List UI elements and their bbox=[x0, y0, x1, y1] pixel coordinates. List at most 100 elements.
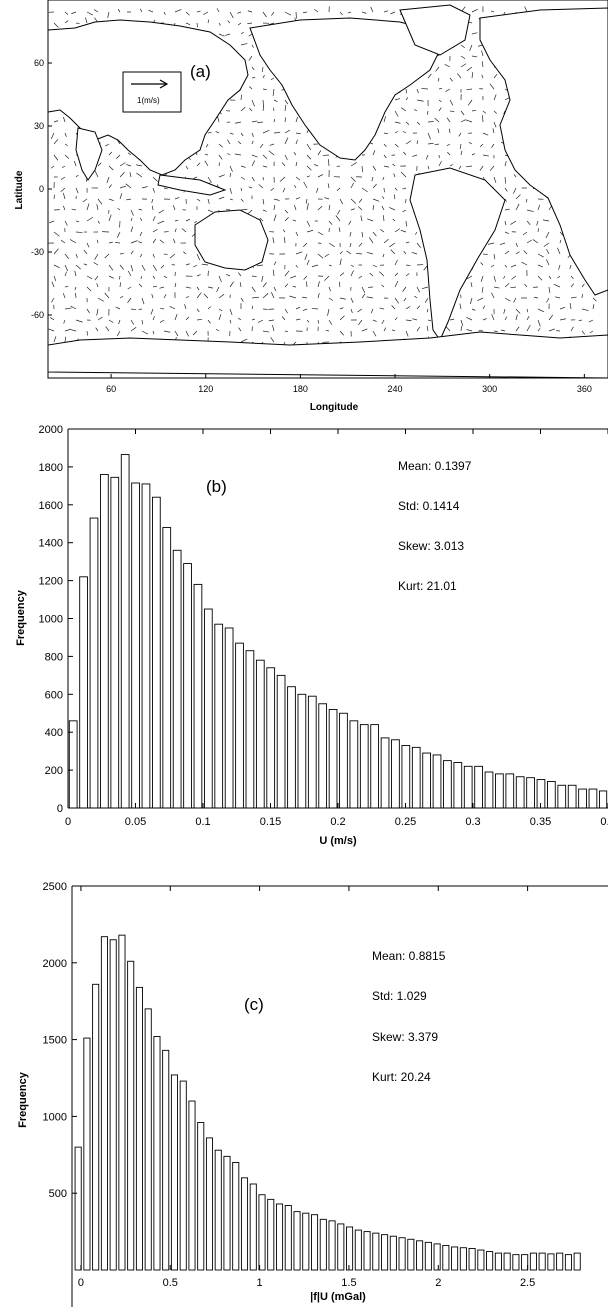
velocity-arrow bbox=[240, 94, 243, 101]
velocity-arrow bbox=[306, 203, 309, 211]
velocity-arrow bbox=[403, 297, 407, 302]
velocity-arrow bbox=[303, 11, 308, 14]
velocity-arrow bbox=[317, 231, 324, 236]
velocity-arrow bbox=[381, 205, 385, 211]
histogram-c-bar bbox=[170, 1074, 178, 1271]
velocity-arrow bbox=[284, 154, 288, 161]
velocity-arrow bbox=[581, 283, 585, 288]
histogram-b-bar bbox=[411, 746, 421, 809]
histogram-b-bar bbox=[224, 627, 234, 809]
velocity-arrow bbox=[268, 319, 275, 322]
velocity-arrow bbox=[229, 11, 234, 19]
velocity-arrow bbox=[400, 171, 407, 178]
velocity-arrow bbox=[62, 192, 66, 200]
histogram-c-bar bbox=[162, 1049, 170, 1271]
velocity-arrow bbox=[434, 143, 440, 146]
velocity-arrow bbox=[302, 308, 308, 311]
histogram-c-x-axis-label: |f|U (mGal) bbox=[310, 1291, 366, 1303]
velocity-arrow bbox=[489, 83, 495, 90]
velocity-arrow bbox=[515, 308, 521, 314]
histogram-c-bar bbox=[284, 1205, 292, 1271]
histogram-b-bar bbox=[287, 686, 296, 809]
velocity-arrow bbox=[262, 154, 268, 160]
velocity-arrow bbox=[227, 20, 231, 24]
velocity-arrow bbox=[314, 8, 319, 13]
histogram-c-y-tick-label: 2500 bbox=[43, 881, 67, 893]
velocity-arrow bbox=[339, 272, 345, 277]
velocity-arrow bbox=[361, 328, 368, 332]
velocity-arrow bbox=[328, 319, 333, 325]
velocity-arrow bbox=[402, 187, 407, 190]
velocity-arrow bbox=[350, 264, 354, 267]
velocity-arrow bbox=[537, 275, 543, 281]
velocity-arrow bbox=[546, 259, 550, 266]
velocity-arrow bbox=[471, 153, 476, 156]
velocity-arrow bbox=[129, 172, 132, 178]
histogram-b-bar bbox=[162, 527, 172, 809]
velocity-arrow bbox=[581, 330, 586, 335]
histogram-b-bar bbox=[245, 650, 255, 809]
velocity-arrow bbox=[513, 297, 517, 303]
velocity-arrow bbox=[482, 318, 487, 321]
histogram-b-bar bbox=[183, 563, 192, 809]
velocity-arrow bbox=[306, 259, 310, 266]
velocity-arrow bbox=[185, 22, 191, 26]
velocity-arrow bbox=[130, 209, 134, 216]
velocity-arrow bbox=[108, 184, 112, 189]
histogram-c-bar bbox=[92, 983, 100, 1271]
velocity-arrow bbox=[262, 176, 264, 181]
velocity-arrow bbox=[405, 264, 411, 267]
velocity-arrow bbox=[185, 263, 190, 266]
velocity-arrow bbox=[328, 220, 333, 225]
map-y-tick-label: 30 bbox=[34, 121, 44, 131]
velocity-arrow bbox=[53, 231, 60, 237]
velocity-arrow bbox=[215, 329, 220, 332]
velocity-arrow bbox=[524, 283, 528, 288]
velocity-arrow bbox=[491, 292, 495, 299]
velocity-arrow bbox=[282, 229, 286, 233]
histogram-c-bar bbox=[223, 1155, 231, 1271]
velocity-arrow bbox=[537, 264, 543, 268]
velocity-arrow bbox=[394, 110, 399, 117]
velocity-arrow bbox=[237, 22, 242, 26]
velocity-arrow bbox=[97, 316, 103, 321]
histogram-c-bar bbox=[556, 1252, 564, 1271]
velocity-arrow bbox=[240, 338, 248, 343]
velocity-arrow bbox=[415, 231, 418, 235]
velocity-arrow bbox=[130, 217, 133, 222]
velocity-arrow bbox=[372, 264, 378, 268]
velocity-arrow bbox=[372, 165, 377, 171]
velocity-arrow bbox=[471, 72, 474, 79]
velocity-arrow bbox=[141, 319, 143, 325]
histogram-b-bar bbox=[557, 784, 567, 809]
velocity-arrow bbox=[405, 220, 407, 227]
velocity-arrow bbox=[196, 22, 198, 28]
stat-std-b: Std: 0.1414 bbox=[398, 499, 460, 513]
velocity-arrow bbox=[537, 328, 541, 332]
velocity-arrow bbox=[152, 176, 158, 182]
velocity-arrow bbox=[60, 176, 66, 180]
velocity-arrow bbox=[372, 198, 380, 202]
velocity-arrow bbox=[427, 132, 431, 140]
velocity-arrow bbox=[361, 11, 367, 14]
velocity-arrow bbox=[141, 330, 148, 335]
velocity-arrow bbox=[130, 250, 134, 255]
velocity-arrow bbox=[284, 270, 290, 277]
velocity-arrow bbox=[163, 330, 171, 333]
velocity-arrow bbox=[489, 165, 495, 171]
velocity-arrow bbox=[193, 264, 198, 268]
velocity-arrow bbox=[251, 275, 257, 278]
histogram-c-x-tick-label: 0.5 bbox=[163, 1277, 178, 1289]
velocity-arrow bbox=[421, 286, 429, 290]
velocity-arrow bbox=[458, 132, 462, 137]
velocity-arrow bbox=[482, 132, 489, 136]
velocity-arrow bbox=[383, 327, 387, 332]
velocity-arrow bbox=[521, 261, 528, 266]
velocity-arrow bbox=[64, 253, 70, 260]
velocity-arrow bbox=[218, 196, 225, 200]
histogram-b-x-tick-label: 0.05 bbox=[125, 816, 146, 828]
velocity-arrow bbox=[478, 329, 484, 332]
velocity-arrow bbox=[204, 153, 209, 156]
velocity-arrow bbox=[394, 280, 399, 288]
velocity-arrow bbox=[411, 251, 418, 255]
